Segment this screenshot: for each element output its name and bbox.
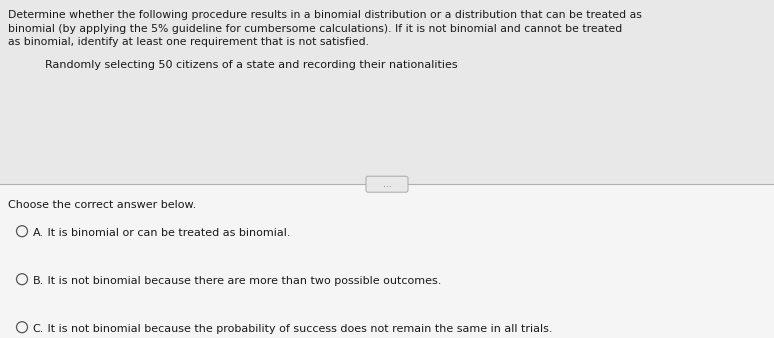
Text: Determine whether the following procedure results in a binomial distribution or : Determine whether the following procedur… [8,10,642,20]
Bar [0,0,774,184]
Text: binomial (by applying the 5% guideline for cumbersome calculations). If it is no: binomial (by applying the 5% guideline f… [8,24,622,33]
Text: A.: A. [33,228,43,238]
Text: Choose the correct answer below.: Choose the correct answer below. [8,200,197,210]
Text: as binomial, identify at least one requirement that is not satisfied.: as binomial, identify at least one requi… [8,37,369,47]
Text: It is not binomial because there are more than two possible outcomes.: It is not binomial because there are mor… [44,276,442,286]
Text: ...: ... [382,180,392,189]
Text: It is binomial or can be treated as binomial.: It is binomial or can be treated as bino… [44,228,291,238]
Text: It is not binomial because the probability of success does not remain the same i: It is not binomial because the probabili… [44,324,553,334]
Text: B.: B. [33,276,44,286]
Text: C.: C. [33,324,44,334]
Text: Randomly selecting 50 citizens of a state and recording their nationalities: Randomly selecting 50 citizens of a stat… [45,61,457,71]
Bar [0,184,774,338]
FancyBboxPatch shape [366,176,408,192]
